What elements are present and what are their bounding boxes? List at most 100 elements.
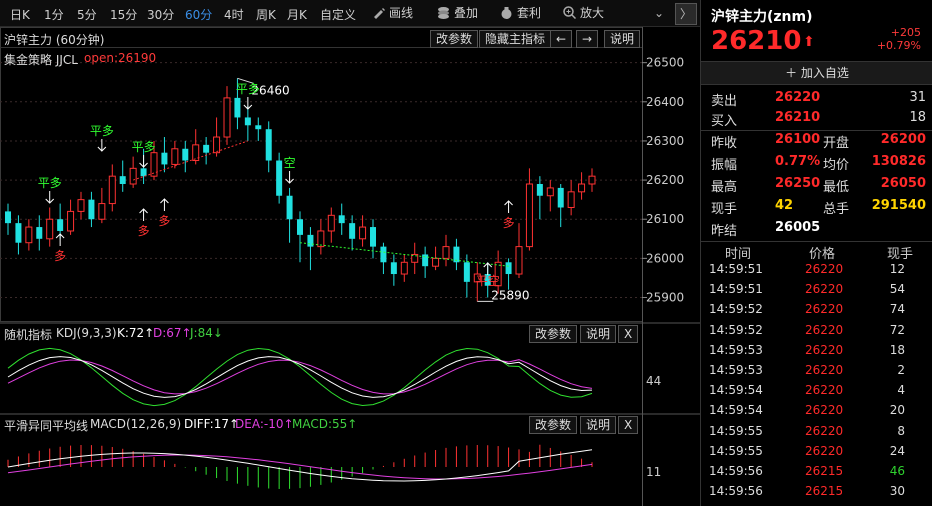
signal-arrow	[243, 97, 253, 110]
tick-volume: 20	[889, 403, 905, 418]
stats-label: 最高	[711, 180, 738, 195]
chart-area: 26500 26400 26300 26200 26100 26000 25900 26460…	[0, 27, 700, 506]
macd-diff-line	[7, 449, 593, 482]
stats-label: 振幅	[711, 158, 738, 173]
stats-value: 26050	[880, 176, 926, 191]
signal-arrow	[139, 208, 148, 221]
tick-volume: 2	[897, 363, 905, 377]
macd-close-button[interactable]: X	[618, 416, 639, 434]
signal-close-long: 平多	[132, 140, 156, 154]
stats-value: 0.77%	[775, 154, 821, 169]
tick-volume: 18	[889, 342, 905, 357]
collapse-chevron-icon[interactable]: ⌄	[653, 6, 665, 20]
tick-time: 14:59:53	[709, 342, 763, 357]
stats-value: 42	[775, 198, 794, 213]
macd-tick-label: 11	[646, 465, 661, 479]
tick-time: 14:59:52	[709, 322, 763, 337]
period-weekly[interactable]: 周K	[256, 8, 276, 22]
buy-price: 26210	[775, 110, 821, 125]
candle-body	[140, 168, 147, 177]
tick-price: 26220	[805, 423, 844, 438]
kdj-d-line	[7, 359, 593, 395]
kdj-edit-params-button[interactable]: 改参数	[529, 325, 578, 343]
overlay-button[interactable]: 叠加	[437, 4, 478, 21]
tick-price: 26220	[805, 443, 844, 458]
candle-body	[359, 226, 367, 240]
candle-body	[255, 125, 262, 130]
candle-body	[515, 246, 523, 275]
main-panel-frame	[0, 27, 643, 322]
tick-row: 14:59:53 26220 18	[701, 343, 932, 363]
arbitrage-button[interactable]: 套利	[500, 4, 541, 21]
stats-label: 昨收	[711, 136, 738, 151]
draw-line-button[interactable]: 画线	[372, 4, 413, 21]
stats-label: 总手	[823, 202, 850, 217]
candle-body	[223, 97, 231, 138]
tick-time: 14:59:53	[709, 363, 763, 377]
candle-body	[150, 152, 158, 177]
candle-body	[5, 211, 11, 224]
tick-volume: 24	[889, 443, 905, 458]
open-label: open:26190	[84, 51, 157, 65]
signal-long: 多	[158, 214, 170, 228]
tick-volume: 74	[889, 302, 905, 317]
scroll-right-button[interactable]: →	[576, 30, 599, 48]
signal-arrow	[483, 262, 493, 275]
signal-long: 多	[138, 224, 150, 238]
period-4h[interactable]: 4时	[224, 8, 244, 22]
strategy-label: 集金策略 JJCL	[4, 53, 78, 67]
candle-body	[442, 246, 450, 259]
stats-value: 26005	[775, 220, 821, 235]
period-5min[interactable]: 5分	[77, 8, 97, 22]
tick-price: 26220	[805, 322, 844, 337]
tick-volume: 4	[897, 383, 905, 398]
add-favorite-button[interactable]: ＋ 加入自选	[701, 61, 932, 85]
kdj-close-button[interactable]: X	[618, 325, 639, 343]
period-monthly[interactable]: 月K	[287, 8, 307, 22]
period-30min[interactable]: 30分	[147, 8, 175, 22]
price-tick-label: 26400	[646, 95, 684, 109]
stats-value: 26100	[775, 132, 821, 147]
tick-volume: 30	[889, 484, 905, 499]
kdj-help-button[interactable]: 说明	[580, 325, 617, 343]
pencil-icon	[374, 8, 385, 19]
period-daily[interactable]: 日K	[10, 8, 30, 22]
signal-close-long: 平多	[90, 124, 114, 138]
candle-body	[297, 219, 303, 235]
hide-main-indicator-button[interactable]: 隐藏主指标	[479, 30, 552, 48]
macd-edit-params-button[interactable]: 改参数	[529, 416, 578, 434]
period-15min[interactable]: 15分	[110, 8, 138, 22]
kdj-d-value: D:67↑	[153, 326, 192, 340]
signal-long: 多	[503, 216, 515, 230]
stats-label: 现手	[711, 202, 738, 217]
stats-row: 昨收 26100 开盘 26200	[711, 132, 926, 152]
period-1min[interactable]: 1分	[44, 8, 64, 22]
candle-body	[25, 226, 33, 244]
signal-arrow	[504, 200, 513, 213]
tick-row: 14:59:51 26220 12	[701, 262, 932, 282]
main-edit-params-button[interactable]: 改参数	[430, 30, 479, 48]
macd-macd-value: MACD:55↑	[292, 417, 358, 431]
candle-body	[129, 167, 137, 185]
candle-body	[349, 223, 356, 239]
candle-body	[276, 160, 283, 196]
ticks-header-price: 价格	[809, 247, 836, 262]
zoom-button[interactable]: 放大	[563, 4, 604, 21]
candle-body	[400, 261, 408, 275]
period-60min[interactable]: 60分	[185, 8, 213, 22]
main-help-button[interactable]: 说明	[604, 30, 641, 48]
next-panel-icon[interactable]: 〉	[675, 3, 697, 25]
low-label: 25890	[491, 288, 529, 302]
candle-body	[546, 187, 554, 197]
tick-time: 14:59:54	[709, 383, 763, 398]
candle-body	[15, 223, 22, 243]
macd-params: MACD(12,26,9)	[90, 417, 182, 431]
chart-svg[interactable]: 26500 26400 26300 26200 26100 26000 25900 26460…	[0, 27, 700, 506]
tick-volume: 12	[889, 262, 905, 276]
tick-time: 14:59:52	[709, 302, 763, 317]
scroll-left-button[interactable]: ←	[550, 30, 573, 48]
macd-help-button[interactable]: 说明	[580, 416, 617, 434]
price-tick-label: 26100	[646, 212, 684, 226]
period-custom[interactable]: 自定义	[320, 8, 357, 22]
signal-short: 空	[284, 156, 296, 170]
